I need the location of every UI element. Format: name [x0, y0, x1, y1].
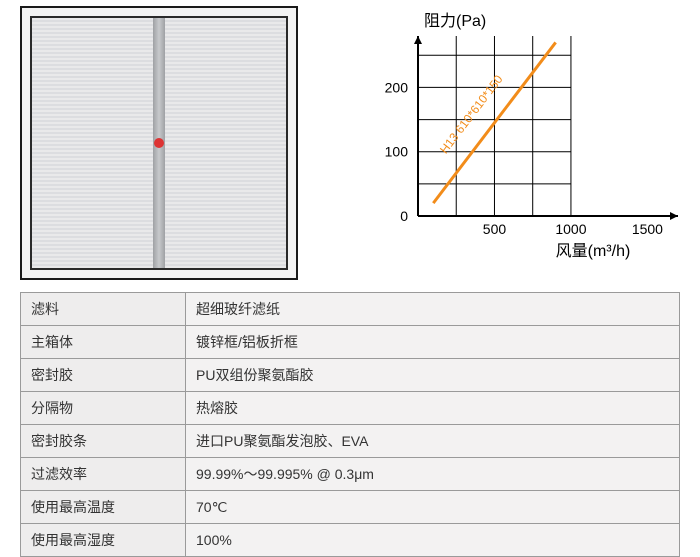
table-row: 密封胶PU双组份聚氨酯胶	[21, 359, 680, 392]
table-row: 主箱体镀锌框/铝板折框	[21, 326, 680, 359]
spec-value: 超细玻纤滤纸	[186, 293, 680, 326]
svg-text:0: 0	[400, 208, 408, 224]
spec-value: 70℃	[186, 491, 680, 524]
spec-value: 镀锌框/铝板折框	[186, 326, 680, 359]
pressure-chart: 阻力(Pa) 0 100 200 500 1000 1500风量(m³/h) H13 610*…	[328, 6, 688, 280]
spec-value: 热熔胶	[186, 392, 680, 425]
spec-value: PU双组份聚氨酯胶	[186, 359, 680, 392]
spec-label: 使用最高温度	[21, 491, 186, 524]
svg-text:1500: 1500	[632, 221, 663, 237]
spec-value: 进口PU聚氨酯发泡胶、EVA	[186, 425, 680, 458]
svg-text:H13 610*610*150: H13 610*610*150	[437, 72, 506, 156]
spec-label: 滤料	[21, 293, 186, 326]
spec-label: 分隔物	[21, 392, 186, 425]
spec-label: 密封胶条	[21, 425, 186, 458]
spec-label: 密封胶	[21, 359, 186, 392]
table-row: 分隔物热熔胶	[21, 392, 680, 425]
spec-label: 过滤效率	[21, 458, 186, 491]
spec-label: 使用最高湿度	[21, 524, 186, 557]
svg-text:100: 100	[385, 144, 409, 160]
table-row: 密封胶条进口PU聚氨酯发泡胶、EVA	[21, 425, 680, 458]
spec-label: 主箱体	[21, 326, 186, 359]
svg-text:风量(m³/h): 风量(m³/h)	[556, 243, 631, 260]
svg-text:1000: 1000	[555, 221, 586, 237]
table-row: 使用最高湿度100%	[21, 524, 680, 557]
indicator-dot	[154, 138, 164, 148]
table-row: 滤料超细玻纤滤纸	[21, 293, 680, 326]
table-row: 过滤效率99.99%～99.995% @ 0.3μm	[21, 458, 680, 491]
svg-text:500: 500	[483, 221, 507, 237]
spec-value: 100%	[186, 524, 680, 557]
product-image	[20, 6, 298, 280]
svg-text:200: 200	[385, 79, 409, 95]
svg-text:阻力(Pa): 阻力(Pa)	[424, 12, 486, 30]
spec-value: 99.99%～99.995% @ 0.3μm	[186, 458, 680, 491]
spec-table: 滤料超细玻纤滤纸主箱体镀锌框/铝板折框密封胶PU双组份聚氨酯胶分隔物热熔胶密封胶…	[20, 292, 680, 557]
chart-svg: 阻力(Pa) 0 100 200 500 1000 1500风量(m³/h) H13 610*…	[328, 6, 688, 266]
table-row: 使用最高温度70℃	[21, 491, 680, 524]
